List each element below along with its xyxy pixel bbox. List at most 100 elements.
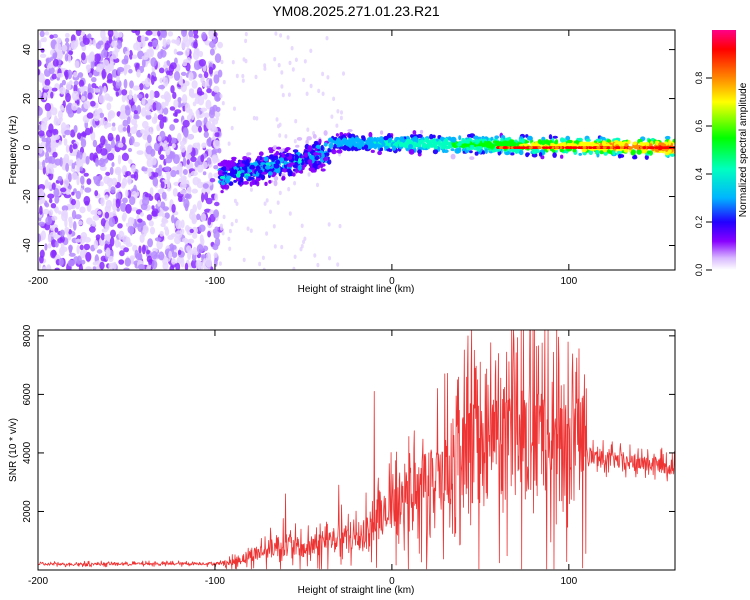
heat-blob	[226, 172, 232, 176]
heat-blob	[146, 249, 150, 255]
heat-blob	[267, 171, 273, 176]
heat-blob	[38, 261, 41, 270]
heat-blob	[335, 133, 339, 137]
heat-blob	[245, 175, 249, 180]
heat-blob	[110, 229, 116, 238]
heat-blob	[377, 150, 382, 156]
heat-blob	[193, 30, 199, 36]
heat-blob	[152, 176, 159, 187]
heat-blob	[151, 251, 158, 260]
heat-blob	[518, 149, 524, 156]
heat-blob	[191, 214, 198, 223]
heat-blob	[422, 142, 427, 149]
heat-blob	[142, 224, 149, 234]
heat-blob	[172, 137, 177, 144]
heat-blob	[629, 146, 634, 150]
heat-blob	[175, 219, 182, 230]
heat-blob	[114, 32, 119, 39]
heat-blob	[300, 223, 304, 228]
heat-blob	[292, 149, 299, 153]
heat-blob	[171, 214, 175, 224]
heat-blob	[254, 74, 258, 80]
heat-blob	[179, 181, 187, 190]
heat-blob	[192, 204, 197, 213]
snr-y-ticks: 2000 4000 6000 8000	[22, 324, 675, 523]
heat-blob	[466, 146, 470, 151]
heat-blob	[173, 112, 178, 117]
heat-blob	[115, 134, 121, 143]
heat-blob	[527, 135, 533, 141]
heat-blob	[278, 190, 282, 196]
heat-blob	[64, 218, 68, 228]
heat-blob	[198, 73, 203, 79]
colorbar-ticks: 0.0 0.2 0.4 0.6 0.8	[694, 72, 712, 276]
heat-blob	[47, 181, 52, 190]
heat-blob	[208, 30, 216, 37]
heat-blob	[214, 193, 219, 201]
heat-blob	[255, 116, 259, 121]
heat-blob	[93, 88, 101, 93]
heat-blob	[77, 72, 84, 78]
heat-blob	[448, 137, 453, 141]
heat-blob	[129, 80, 134, 89]
heat-blob	[105, 199, 113, 209]
heat-blob	[64, 226, 70, 233]
heat-blob	[177, 249, 182, 255]
heat-blob	[125, 189, 129, 198]
heat-blob	[50, 91, 54, 99]
heat-blob	[189, 228, 194, 234]
heat-blob	[544, 139, 550, 145]
heat-blob	[286, 35, 290, 40]
heat-blob	[184, 49, 190, 57]
heat-blob	[313, 140, 319, 146]
heat-blob	[79, 244, 84, 251]
heat-blob	[100, 148, 108, 156]
heat-blob	[233, 106, 236, 111]
heat-blob	[351, 146, 354, 152]
heat-blob	[162, 76, 166, 83]
heat-blob	[336, 137, 341, 143]
heat-blob	[308, 167, 315, 172]
heat-blob	[67, 54, 72, 63]
heat-blob	[568, 146, 573, 150]
heat-blob	[213, 139, 221, 150]
heat-blob	[333, 144, 337, 149]
heat-blob	[189, 248, 193, 256]
heat-blob	[209, 209, 215, 215]
heat-blob	[201, 81, 209, 88]
heat-blob	[273, 155, 279, 161]
heat-blob	[368, 131, 373, 138]
heat-blob	[131, 30, 137, 34]
heat-blob	[186, 134, 194, 140]
heat-blob	[417, 149, 422, 154]
heat-blob	[68, 50, 73, 56]
heat-blob	[60, 122, 67, 132]
heat-blob	[588, 146, 593, 150]
heat-blob	[190, 170, 198, 177]
heat-blob	[188, 71, 194, 81]
heat-blob	[412, 130, 417, 135]
heat-blob	[213, 252, 218, 258]
heat-blob	[307, 145, 313, 152]
heat-blob	[65, 144, 70, 153]
heat-blob	[38, 59, 42, 67]
heat-blob	[59, 86, 66, 95]
heat-blob	[572, 146, 577, 150]
heat-blob	[170, 170, 177, 178]
heat-blob	[127, 175, 132, 186]
heat-blob	[263, 201, 267, 206]
heat-blob	[119, 250, 125, 257]
heat-blob	[83, 91, 88, 96]
heat-blob	[85, 251, 92, 262]
heat-blob	[167, 31, 174, 37]
heat-blob	[160, 181, 165, 189]
heat-blob	[42, 159, 46, 169]
figure-title: YM08.2025.271.01.23.R21	[272, 3, 440, 19]
heat-blob	[171, 203, 176, 213]
heat-blob	[104, 194, 109, 200]
heat-blob	[137, 264, 145, 270]
heat-blob	[105, 171, 111, 176]
heat-blob	[123, 78, 128, 89]
heat-blob	[147, 134, 152, 144]
heat-blob	[197, 200, 202, 210]
